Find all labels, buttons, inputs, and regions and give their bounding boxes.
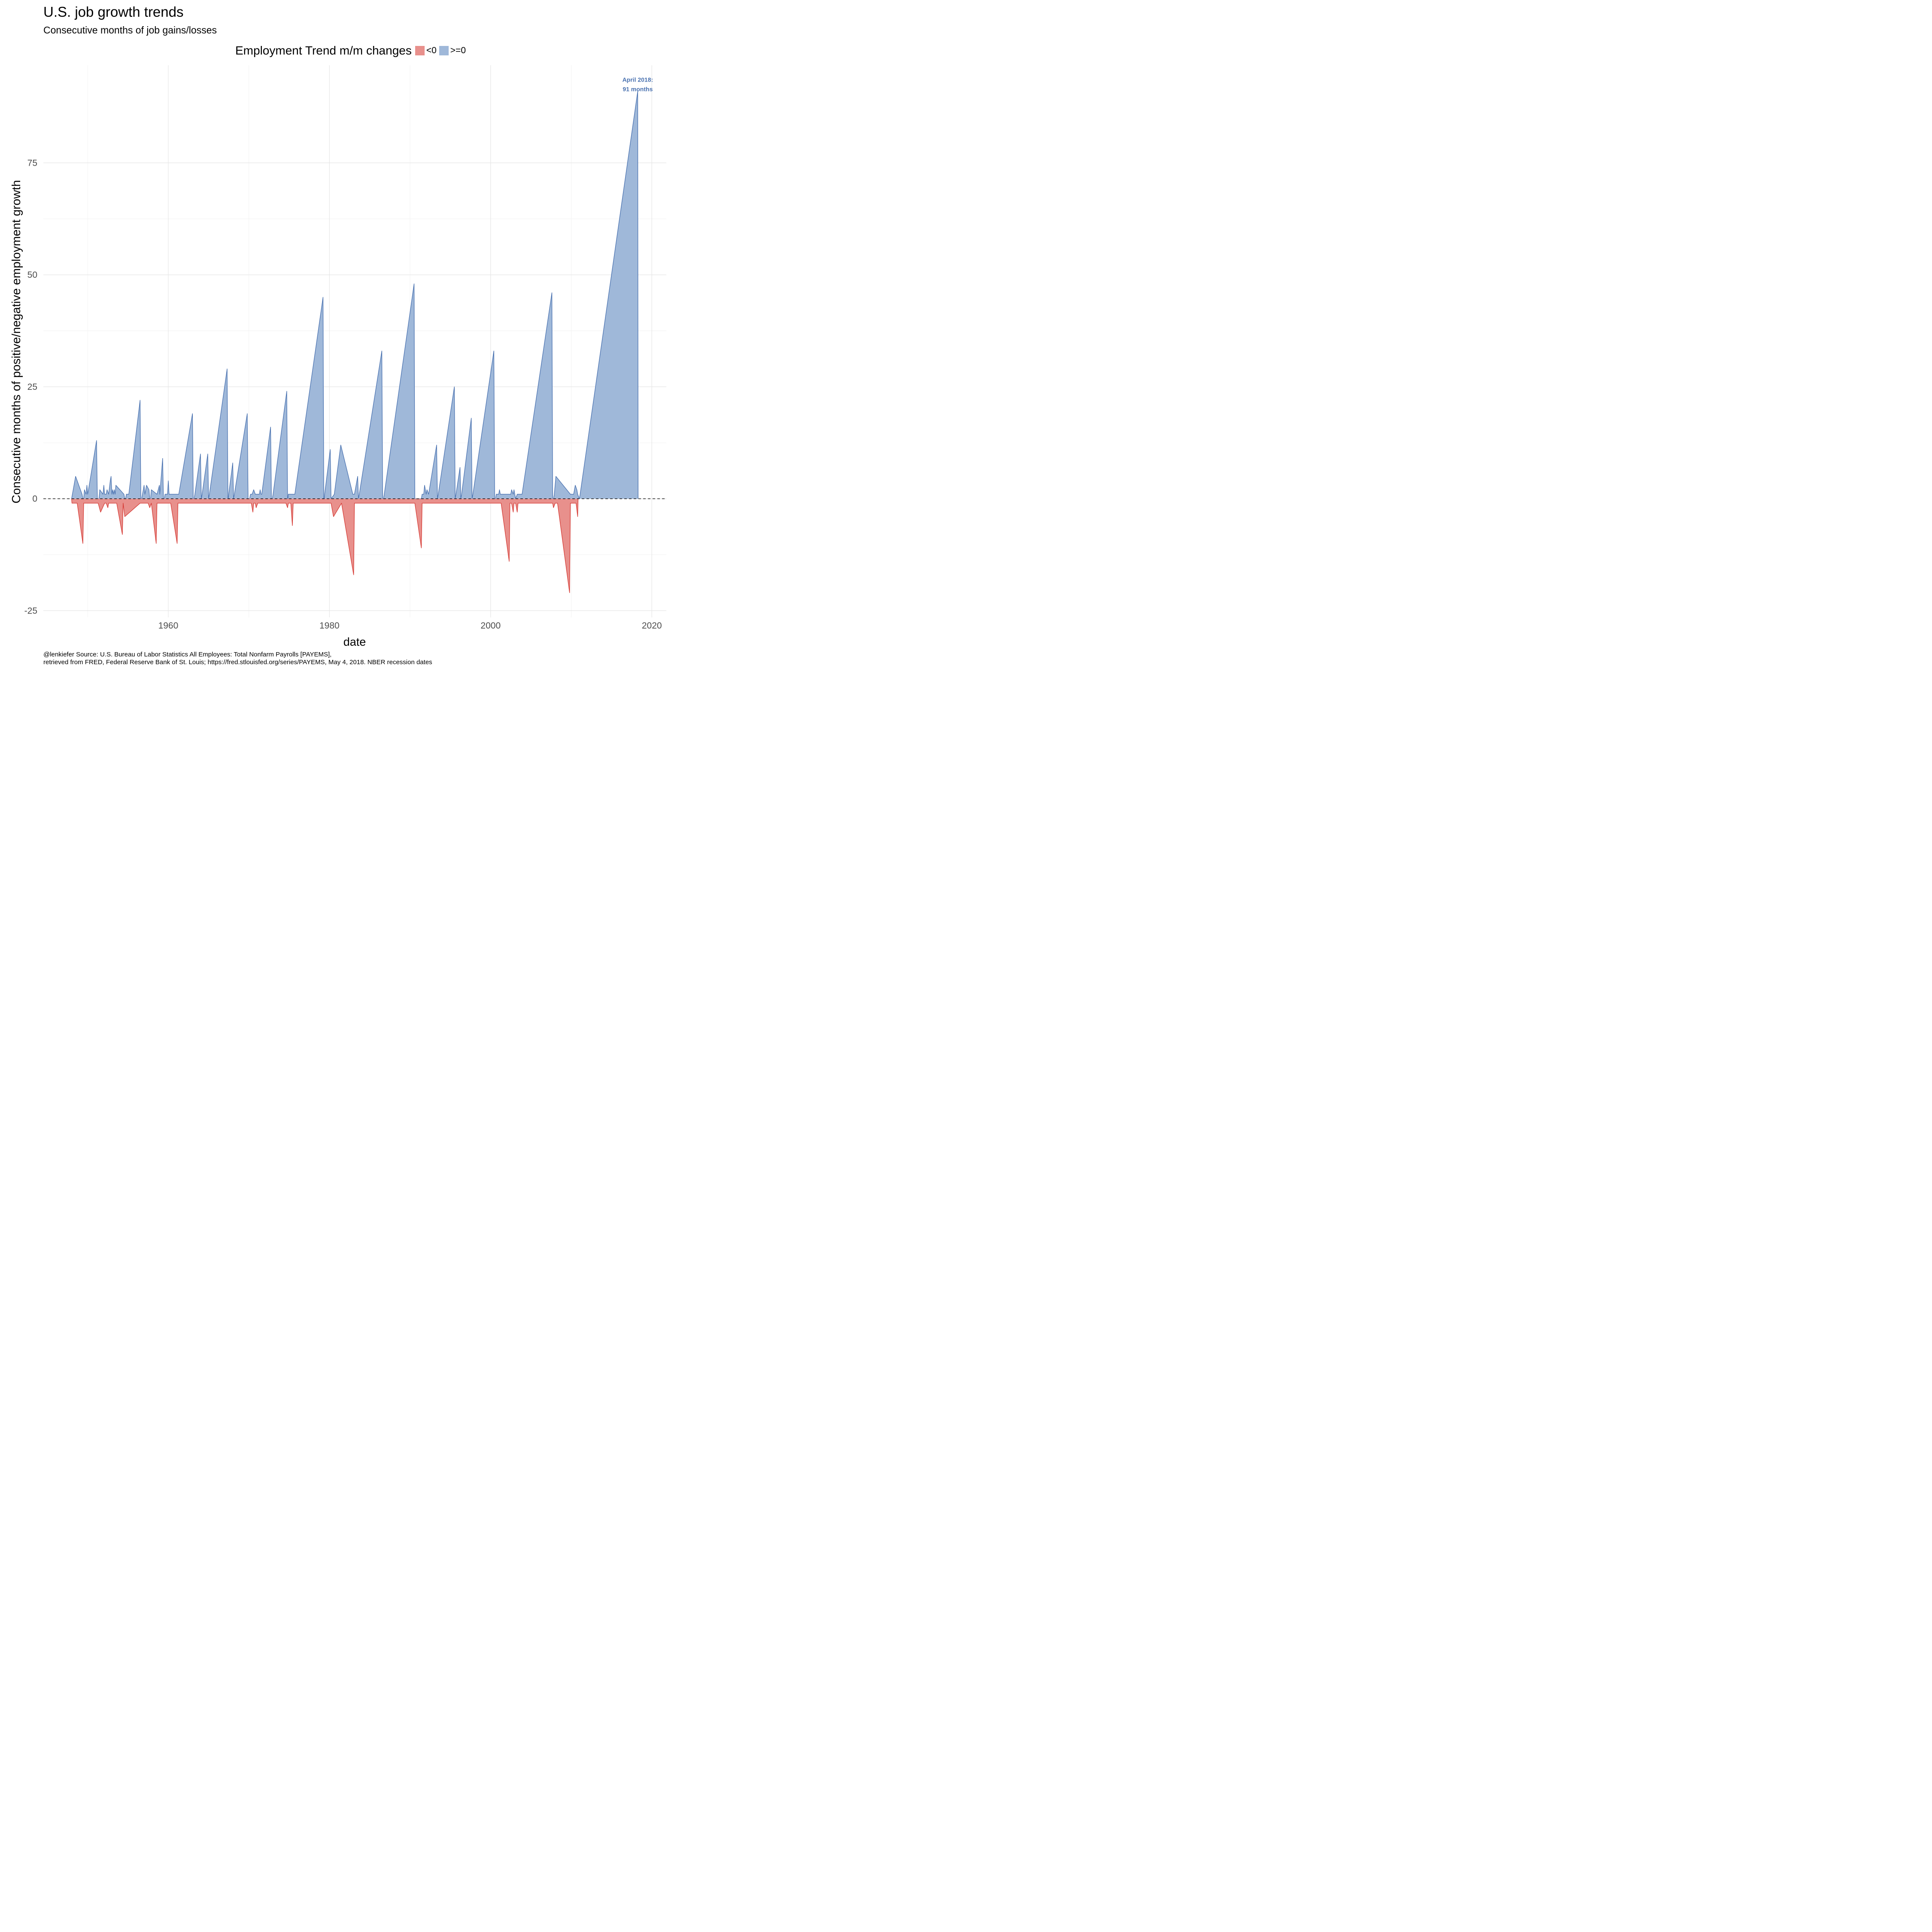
legend-swatch-negative bbox=[415, 46, 425, 55]
peak-annotation: 91 months bbox=[623, 85, 653, 92]
x-tick-label: 2000 bbox=[480, 621, 501, 631]
series-area-positive bbox=[71, 91, 638, 499]
caption: @lenkiefer Source: U.S. Bureau of Labor … bbox=[43, 651, 432, 666]
x-tick-label: 2020 bbox=[642, 621, 662, 631]
x-axis-label: date bbox=[343, 635, 366, 648]
y-tick-label: 25 bbox=[27, 382, 37, 392]
legend-label-negative: <0 bbox=[426, 46, 437, 55]
legend-label-positive: >=0 bbox=[450, 46, 466, 55]
series-area-negative bbox=[71, 498, 578, 593]
series-line-negative bbox=[71, 498, 579, 593]
caption-line-2: retrieved from FRED, Federal Reserve Ban… bbox=[43, 659, 432, 666]
x-tick-label: 1960 bbox=[158, 621, 179, 631]
legend-swatch-positive bbox=[439, 46, 449, 55]
peak-annotation: April 2018: bbox=[623, 76, 653, 83]
plot-area: -25 0 25 50 75 1960 1980 2000 2020 April 2018: 91 … bbox=[24, 65, 666, 631]
caption-line-1: @lenkiefer Source: U.S. Bureau of Labor … bbox=[43, 651, 332, 658]
series-line-positive bbox=[71, 91, 638, 499]
legend-title: Employment Trend m/m changes bbox=[235, 44, 412, 57]
chart-subtitle: Consecutive months of job gains/losses bbox=[43, 24, 217, 36]
x-tick-label: 1980 bbox=[319, 621, 340, 631]
y-tick-label: 0 bbox=[32, 494, 37, 504]
chart-title: U.S. job growth trends bbox=[43, 4, 184, 20]
y-tick-label: 50 bbox=[27, 270, 37, 280]
y-tick-label: 75 bbox=[27, 158, 37, 168]
y-axis-label: Consecutive months of positive/negative … bbox=[9, 180, 23, 504]
legend: Employment Trend m/m changes <0 >=0 bbox=[235, 43, 468, 58]
y-tick-label: -25 bbox=[24, 606, 37, 616]
